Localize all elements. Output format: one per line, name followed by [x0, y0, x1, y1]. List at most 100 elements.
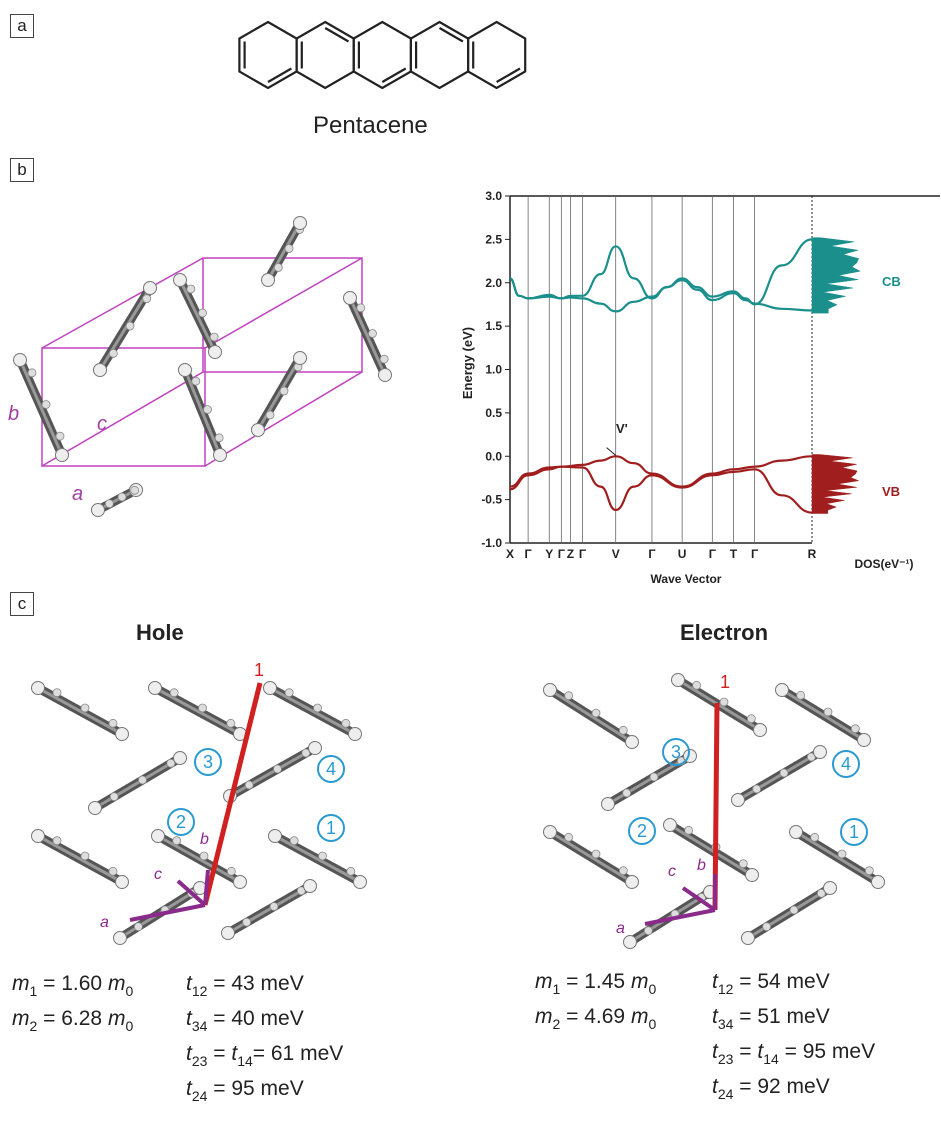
pentacene-molecule	[221, 879, 317, 940]
y-tick-label: 1.0	[485, 363, 502, 377]
electron-axis-c: c	[668, 863, 676, 880]
y-tick-label: 2.0	[485, 276, 502, 290]
hole-packing-diagram: 1 a c b 3 4 2 1	[31, 660, 367, 945]
kpoint-label: Γ	[558, 547, 566, 561]
vb-band-line	[509, 465, 813, 514]
hole-t12: t12 = 43 meV	[186, 972, 304, 999]
hole-t23-t14: t23 = t14= 61 meV	[186, 1042, 344, 1069]
pentacene-molecule	[93, 281, 157, 377]
hole-neighbor-1: 1	[326, 818, 336, 838]
v-prime-annotation: V'	[616, 421, 628, 436]
axis-label-c: c	[97, 413, 107, 435]
pentacene-molecule	[178, 363, 227, 462]
pentacene-molecule	[13, 353, 69, 462]
double-bond	[324, 27, 350, 43]
hole-neighbor-2: 2	[176, 812, 186, 832]
electron-neighbor-3: 3	[671, 742, 681, 762]
hole-axis-a: a	[100, 914, 109, 931]
kpoint-label: Γ	[709, 547, 717, 561]
cb-dos-fill	[811, 237, 861, 314]
pentacene-molecule	[601, 749, 697, 811]
electron-t12: t12 = 54 meV	[712, 970, 830, 997]
hole-transfer-list: t12 = 43 meV t34 = 40 meV t23 = t14= 61 …	[186, 970, 343, 1110]
hole-m2: m2 = 6.28 m0	[12, 1007, 134, 1034]
electron-direction-label: 1	[720, 672, 730, 692]
hole-m1: m1 = 1.60 m0	[12, 972, 134, 999]
y-axis-label: Energy (eV)	[460, 327, 475, 399]
pentacene-molecule	[31, 829, 129, 889]
kpoint-label: V	[612, 547, 620, 561]
molecule-name: Pentacene	[313, 112, 428, 139]
pentacene-molecule	[789, 825, 885, 889]
y-tick-label: -1.0	[481, 536, 502, 550]
kpoint-label: Y	[545, 547, 553, 561]
electron-t34: t34 = 51 meV	[712, 1005, 830, 1032]
y-tick-label: -0.5	[481, 493, 502, 507]
pentacene-molecule	[31, 681, 129, 741]
hole-mass-list: m1 = 1.60 m0 m2 = 6.28 m0	[12, 970, 133, 1040]
pentacene-molecule	[261, 216, 307, 287]
double-bond	[267, 67, 292, 83]
pentacene-molecule	[775, 683, 871, 747]
electron-t23-t14: t23 = t14 = 95 meV	[712, 1040, 876, 1067]
hole-t34: t34 = 40 meV	[186, 1007, 304, 1034]
pentacene-ring	[238, 20, 298, 90]
double-bond	[496, 67, 521, 83]
pentacene-ring	[409, 20, 470, 90]
pentacene-molecule	[268, 829, 367, 889]
pentacene-molecule	[343, 291, 392, 382]
pentacene-molecule	[148, 681, 247, 741]
kpoint-label: Γ	[648, 547, 656, 561]
panel-label-c: c	[10, 592, 34, 616]
hole-axis-b: b	[200, 831, 209, 848]
electron-axis-b: b	[697, 857, 706, 874]
y-tick-label: 2.5	[485, 232, 502, 246]
pentacene-molecule	[88, 751, 187, 815]
electron-t24: t24 = 92 meV	[712, 1075, 830, 1102]
vb-band-line	[509, 455, 813, 488]
cb-band-line	[509, 277, 813, 313]
pentacene-molecule	[91, 483, 143, 517]
electron-transfer-list: t12 = 54 meV t34 = 51 meV t23 = t14 = 95…	[712, 968, 875, 1108]
kpoint-label: Γ	[751, 547, 759, 561]
kpoint-label: Γ	[525, 547, 533, 561]
hole-neighbor-4: 4	[326, 759, 336, 779]
kpoint-label: Z	[567, 547, 574, 561]
band-structure-chart: Energy (eV) Wave Vector DOS(eV⁻¹) CB VB …	[460, 189, 940, 586]
kpoint-label: Γ	[579, 547, 587, 561]
electron-title: Electron	[680, 620, 769, 645]
vb-label: VB	[882, 484, 900, 499]
cb-label: CB	[882, 274, 901, 289]
vb-dos-fill	[811, 454, 860, 514]
pentacene-molecule	[663, 818, 759, 882]
electron-mass-list: m1 = 1.45 m0 m2 = 4.69 m0	[535, 968, 656, 1038]
dos-label: DOS(eV⁻¹)	[854, 557, 913, 571]
pentacene-molecule	[251, 351, 307, 437]
electron-axis-a: a	[616, 920, 625, 937]
pentacene-ring	[295, 20, 355, 90]
hole-axis-c: c	[154, 866, 162, 883]
pentacene-ring	[352, 20, 412, 90]
axis-label-b: b	[8, 403, 19, 425]
pentacene-molecule	[543, 683, 639, 749]
hole-neighbor-3: 3	[203, 752, 213, 772]
annotation-arrow	[606, 447, 617, 456]
pentacene-molecule	[543, 825, 639, 889]
pentacene-molecule	[731, 745, 827, 807]
y-tick-label: 3.0	[485, 189, 502, 203]
y-tick-label: 0.0	[485, 449, 502, 463]
pentacene-molecule	[173, 273, 222, 359]
crystal-unit-cell: b c a	[8, 216, 392, 517]
electron-neighbor-2: 2	[637, 821, 647, 841]
kpoint-label: R	[808, 547, 817, 561]
double-bond	[438, 27, 464, 43]
kpoint-label: U	[678, 547, 687, 561]
pentacene-molecule	[263, 681, 362, 741]
electron-m2: m2 = 4.69 m0	[535, 1005, 657, 1032]
pentacene-molecule	[151, 829, 247, 889]
electron-neighbor-4: 4	[841, 754, 851, 774]
pentacene-ring	[467, 20, 527, 90]
y-tick-label: 0.5	[485, 406, 502, 420]
pentacene-molecule	[741, 881, 837, 945]
panel-label-a: a	[10, 14, 34, 38]
